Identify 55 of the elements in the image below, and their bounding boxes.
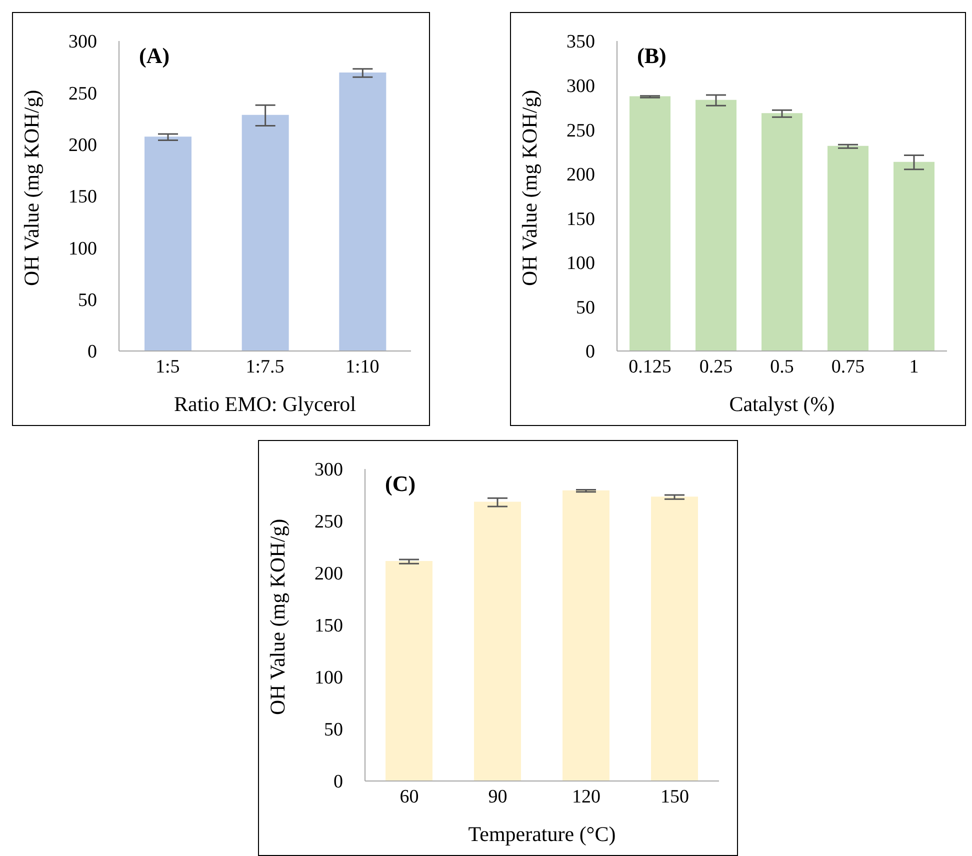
y-tick-label: 150 — [566, 208, 595, 230]
y-tick-label: 0 — [586, 342, 595, 363]
bar — [339, 72, 386, 351]
bar — [474, 502, 521, 781]
x-tick-label: 1:7.5 — [246, 356, 284, 378]
x-tick-label: 0.25 — [699, 356, 733, 378]
y-axis-title: OH Value (mg KOH/g) — [265, 518, 290, 715]
y-tick-label: 300 — [314, 460, 343, 481]
y-tick-label: 250 — [314, 512, 343, 533]
y-tick-label: 100 — [68, 238, 97, 260]
y-axis-title: OH Value (mg KOH/g) — [517, 90, 542, 286]
y-tick-label: 300 — [68, 32, 97, 53]
y-tick-label: 250 — [68, 83, 97, 104]
chart-title: (B) — [637, 43, 666, 69]
bar — [696, 100, 736, 351]
y-axis-title: OH Value (mg KOH/g) — [19, 90, 44, 286]
y-tick-label: 200 — [68, 135, 97, 156]
y-tick-label: 100 — [566, 253, 595, 274]
y-tick-label: 50 — [324, 720, 343, 741]
y-tick-label: 0 — [334, 772, 343, 793]
x-tick-label: 1 — [909, 356, 919, 378]
y-tick-label: 350 — [566, 32, 595, 53]
x-tick-label: 120 — [572, 786, 600, 808]
bar — [651, 496, 698, 781]
y-tick-label: 150 — [314, 616, 343, 637]
bar — [386, 561, 432, 781]
x-tick-label: 90 — [488, 786, 508, 808]
x-axis-title: Catalyst (%) — [729, 392, 835, 416]
y-tick-label: 150 — [68, 186, 97, 208]
x-tick-label: 60 — [400, 786, 419, 808]
x-tick-label: 150 — [660, 786, 689, 808]
bar — [562, 490, 610, 781]
bar — [894, 162, 934, 351]
chart-title: (A) — [139, 43, 170, 69]
bar — [242, 114, 289, 351]
y-tick-label: 200 — [314, 564, 343, 585]
y-tick-label: 300 — [566, 76, 595, 98]
y-tick-label: 250 — [566, 120, 595, 142]
y-tick-label: 100 — [314, 668, 343, 689]
x-tick-label: 1:5 — [156, 356, 180, 378]
bar — [828, 146, 868, 351]
bar — [144, 136, 192, 351]
y-tick-label: 50 — [576, 297, 595, 318]
x-tick-label: 0.125 — [628, 356, 672, 378]
y-tick-label: 200 — [566, 164, 595, 186]
x-axis-title: Ratio EMO: Glycerol — [174, 392, 356, 416]
x-tick-label: 0.5 — [770, 356, 794, 378]
x-tick-label: 0.75 — [831, 356, 865, 378]
bar — [762, 113, 802, 351]
x-tick-label: 1:10 — [345, 356, 380, 378]
y-tick-label: 0 — [88, 342, 97, 363]
x-axis-title: Temperature (°C) — [468, 822, 616, 846]
bar — [630, 96, 670, 351]
y-tick-label: 50 — [78, 290, 97, 312]
chart-title: (C) — [385, 471, 416, 497]
